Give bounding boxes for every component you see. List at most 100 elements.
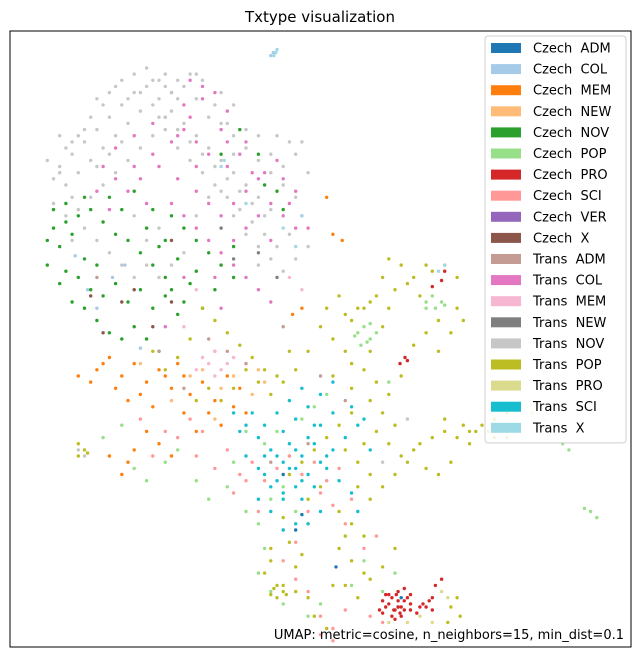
- data-point: [213, 466, 217, 471]
- data-point: [126, 97, 130, 101]
- data-point: [176, 78, 180, 83]
- data-point: [306, 442, 310, 446]
- data-point: [405, 358, 410, 363]
- data-point: [207, 361, 211, 366]
- data-point: [256, 158, 261, 163]
- data-point: [169, 90, 174, 95]
- data-point: [126, 189, 130, 193]
- data-point: [300, 454, 304, 458]
- data-point: [250, 355, 254, 360]
- data-point: [107, 115, 112, 119]
- data-point: [194, 134, 198, 138]
- data-point: [244, 189, 248, 193]
- data-point: [107, 90, 112, 95]
- data-point: [393, 546, 397, 551]
- data-point: [412, 343, 416, 347]
- data-point: [231, 411, 236, 415]
- data-point: [318, 485, 323, 489]
- series-trans-x: [219, 47, 447, 273]
- data-point: [200, 380, 205, 384]
- data-point: [281, 485, 285, 489]
- data-point: [380, 325, 385, 329]
- data-point: [405, 596, 410, 600]
- data-point: [393, 423, 397, 427]
- data-point: [107, 454, 112, 458]
- data-point: [95, 368, 99, 372]
- data-point: [231, 386, 236, 390]
- data-point: [275, 158, 279, 163]
- data-point: [262, 442, 267, 446]
- data-point: [219, 398, 223, 403]
- data-point: [331, 503, 335, 507]
- legend-swatch: [491, 232, 521, 243]
- data-point: [331, 232, 335, 236]
- data-point: [269, 201, 273, 206]
- data-point: [430, 596, 434, 600]
- data-point: [294, 244, 298, 249]
- data-point: [169, 201, 174, 206]
- data-point: [219, 263, 223, 267]
- data-point: [349, 318, 354, 323]
- data-point: [207, 386, 211, 390]
- data-point: [396, 589, 400, 594]
- data-point: [294, 528, 298, 532]
- data-point: [132, 361, 136, 366]
- data-point: [120, 207, 124, 212]
- data-point: [349, 583, 354, 588]
- data-point: [356, 485, 360, 489]
- data-point: [85, 288, 90, 292]
- data-point: [182, 374, 186, 378]
- data-point: [188, 78, 192, 83]
- data-point: [64, 183, 68, 187]
- data-point: [163, 460, 167, 464]
- data-point: [76, 171, 81, 175]
- legend-label: Trans POP: [532, 358, 602, 373]
- data-point: [281, 429, 285, 434]
- data-point: [89, 207, 93, 212]
- data-point: [356, 460, 360, 464]
- legend-label: Czech NEW: [533, 105, 611, 120]
- data-point: [262, 232, 267, 236]
- data-point: [194, 214, 198, 218]
- data-point: [403, 355, 407, 360]
- data-point: [396, 599, 400, 603]
- data-point: [244, 140, 248, 144]
- data-point: [157, 368, 161, 372]
- data-point: [132, 448, 136, 452]
- data-point: [101, 220, 105, 224]
- data-point: [188, 72, 192, 76]
- data-point: [256, 571, 261, 575]
- legend-label: Czech ADM: [533, 42, 611, 57]
- data-point: [225, 331, 229, 335]
- data-point: [387, 392, 391, 397]
- data-point: [231, 491, 236, 495]
- data-point: [439, 577, 444, 581]
- data-point: [412, 275, 416, 280]
- data-point: [120, 78, 124, 83]
- data-point: [275, 244, 279, 249]
- data-point: [312, 405, 316, 409]
- data-point: [225, 177, 229, 181]
- data-point: [120, 103, 124, 107]
- data-point: [368, 614, 372, 618]
- data-point: [374, 331, 379, 335]
- data-point: [380, 620, 385, 625]
- data-point: [213, 164, 217, 169]
- data-point: [262, 454, 267, 458]
- data-point: [480, 423, 484, 427]
- data-point: [325, 306, 329, 310]
- data-point: [474, 429, 478, 434]
- data-point: [200, 171, 205, 175]
- data-point: [349, 522, 354, 526]
- data-point: [439, 300, 444, 304]
- data-point: [138, 346, 143, 350]
- legend-swatch: [491, 296, 521, 307]
- data-point: [262, 183, 267, 187]
- data-point: [368, 321, 372, 326]
- data-point: [151, 207, 155, 212]
- data-point: [64, 201, 68, 206]
- data-point: [380, 599, 385, 603]
- data-point: [250, 411, 254, 415]
- legend-swatch: [491, 317, 521, 328]
